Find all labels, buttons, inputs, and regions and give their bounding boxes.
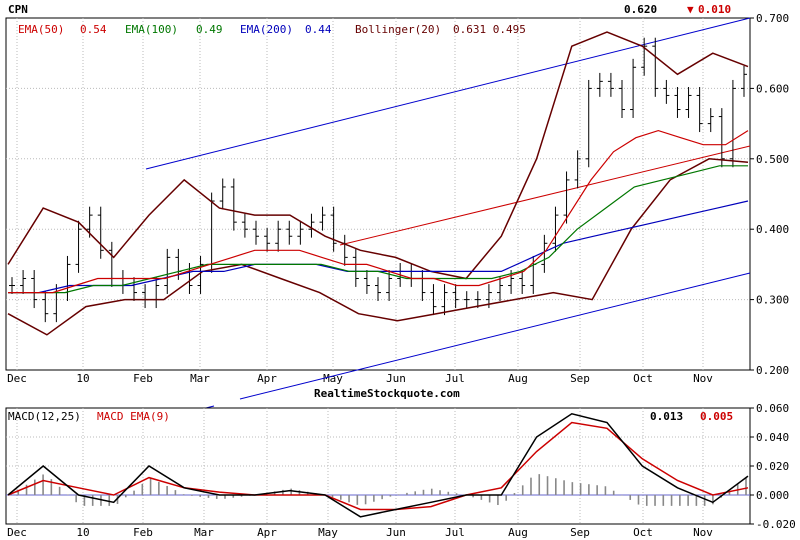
macd-x-tick-label: Apr	[257, 526, 277, 539]
legend-ema50-value: 0.54	[80, 23, 107, 36]
macd-x-tick-label: Nov	[693, 526, 713, 539]
legend-bollinger-value: 0.631 0.495	[453, 23, 526, 36]
macd-y-tick-label: 0.040	[756, 431, 789, 444]
price-y-tick-label: 0.600	[756, 82, 789, 95]
macd-y-tick-label: 0.000	[756, 489, 789, 502]
legend-bollinger-label: Bollinger(20)	[355, 23, 441, 36]
change-arrow: ▼	[687, 3, 694, 16]
price-y-tick-label: 0.500	[756, 153, 789, 166]
ema100-line	[8, 165, 748, 294]
macd-value: 0.013	[650, 410, 683, 423]
macd-signal-label: MACD EMA(9)	[97, 410, 170, 423]
price-x-tick-label: Apr	[257, 372, 277, 385]
indicator-lines	[7, 31, 749, 336]
macd-x-tick-label: 10	[76, 526, 89, 539]
watermark: RealtimeStockquote.com	[314, 387, 460, 400]
legend-ema100-label: EMA(100)	[125, 23, 178, 36]
price-x-tick-label: Jul	[445, 372, 465, 385]
price-x-tick-label: Aug	[508, 372, 528, 385]
price-x-tick-label: Oct	[633, 372, 653, 385]
price-y-axis: 0.700 0.600 0.500 0.400 0.300 0.200	[750, 12, 789, 377]
channel-lower-line	[239, 272, 751, 400]
macd-y-axis: 0.060 0.040 0.020 0.000 -0.020	[750, 402, 796, 531]
macd-line	[7, 412, 749, 518]
macd-x-tick-label: Sep	[570, 526, 590, 539]
last-price: 0.620	[624, 3, 657, 16]
macd-x-tick-label: Oct	[633, 526, 653, 539]
price-y-tick-label: 0.200	[756, 364, 789, 377]
price-y-tick-label: 0.300	[756, 294, 789, 307]
macd-y-tick-label: 0.020	[756, 460, 789, 473]
legend-ema100-value: 0.49	[196, 23, 223, 36]
price-x-tick-label: 10	[76, 372, 89, 385]
legend-ema50-label: EMA(50)	[18, 23, 64, 36]
macd-y-tick-label: -0.020	[756, 518, 796, 531]
macd-signal-value: 0.005	[700, 410, 733, 423]
macd-x-tick-label: Jun	[386, 526, 406, 539]
ema50-line	[8, 129, 749, 294]
price-panel-frame	[5, 17, 751, 371]
regression-center-line	[339, 145, 751, 246]
macd-grid	[6, 408, 750, 524]
price-x-tick-label: May	[323, 372, 343, 385]
price-y-tick-label: 0.400	[756, 223, 789, 236]
price-x-axis: Dec 10 Feb Mar Apr May Jun Jul Aug Sep Oct Nov	[7, 372, 713, 385]
macd-y-tick-label: 0.060	[756, 402, 789, 415]
macd-x-tick-label: Jul	[445, 526, 465, 539]
price-x-tick-label: Sep	[570, 372, 590, 385]
price-x-tick-label: Dec	[7, 372, 27, 385]
ticker-symbol: CPN	[8, 3, 28, 16]
legend-ema200-value: 0.44	[305, 23, 332, 36]
price-x-tick-label: Mar	[190, 372, 210, 385]
macd-lines	[7, 412, 749, 518]
price-y-tick-label: 0.700	[756, 12, 789, 25]
price-change: 0.010	[698, 3, 731, 16]
macd-x-tick-label: Dec	[7, 526, 27, 539]
price-x-tick-label: Nov	[693, 372, 713, 385]
channel-upper-line	[145, 17, 751, 170]
price-x-tick-label: Jun	[386, 372, 406, 385]
macd-x-tick-label: May	[318, 526, 338, 539]
macd-x-tick-label: Feb	[133, 526, 153, 539]
macd-x-axis: Dec 10 Feb Mar Apr May Jun Jul Aug Sep Oct Nov	[7, 526, 713, 539]
bollinger-lower-line	[7, 158, 749, 336]
macd-x-tick-label: Mar	[194, 526, 214, 539]
price-x-tick-label: Feb	[133, 372, 153, 385]
legend-ema200-label: EMA(200)	[240, 23, 293, 36]
macd-x-tick-label: Aug	[508, 526, 528, 539]
macd-label: MACD(12,25)	[8, 410, 81, 423]
bollinger-upper-line	[7, 31, 749, 280]
